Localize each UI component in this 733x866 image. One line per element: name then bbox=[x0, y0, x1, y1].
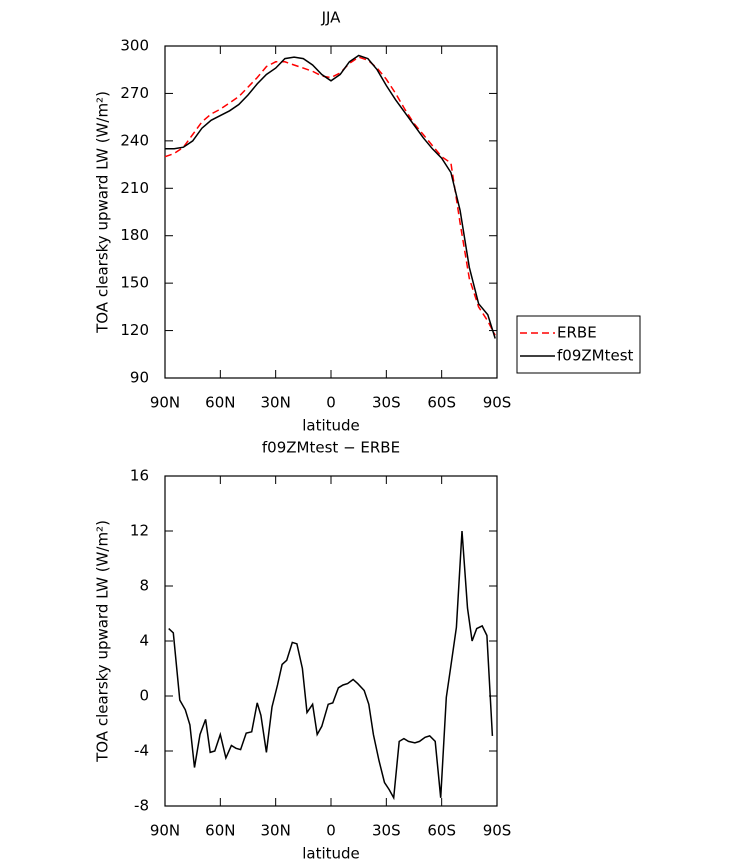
line-series bbox=[165, 54, 496, 339]
x-tick-label: 90N bbox=[150, 822, 180, 840]
x-tick-label: 90S bbox=[483, 822, 512, 840]
y-tick-label: 270 bbox=[120, 84, 149, 102]
x-tick-label: 30S bbox=[372, 394, 401, 412]
x-tick-label: 0 bbox=[326, 822, 336, 840]
y-tick-label: 300 bbox=[120, 37, 149, 55]
y-axis-label: TOA clearsky upward LW (W/m²) bbox=[94, 520, 112, 763]
y-tick-label: 240 bbox=[120, 131, 149, 149]
y-tick-label: 16 bbox=[130, 467, 149, 485]
line-series bbox=[168, 530, 494, 801]
y-tick-label: 120 bbox=[120, 321, 149, 339]
x-tick-label: 0 bbox=[326, 394, 336, 412]
x-tick-label: 30S bbox=[372, 822, 401, 840]
y-tick-label: 180 bbox=[120, 226, 149, 244]
x-axis-label: latitude bbox=[302, 417, 360, 435]
y-axis-label: TOA clearsky upward LW (W/m²) bbox=[94, 91, 112, 334]
y-tick-label: -4 bbox=[134, 742, 149, 760]
y-tick-label: 210 bbox=[120, 179, 149, 197]
plot-frame bbox=[164, 45, 498, 379]
plot-frame bbox=[164, 475, 498, 807]
legend-label: ERBE bbox=[557, 324, 597, 342]
y-tick-label: 90 bbox=[130, 369, 149, 387]
y-tick-label: 12 bbox=[130, 522, 149, 540]
x-tick-label: 90S bbox=[483, 394, 512, 412]
x-tick-label: 60S bbox=[427, 822, 456, 840]
x-tick-label: 30N bbox=[261, 822, 291, 840]
x-tick-label: 60N bbox=[205, 822, 235, 840]
y-tick-label: 150 bbox=[120, 274, 149, 292]
y-tick-label: 4 bbox=[139, 632, 149, 650]
y-tick-label: 0 bbox=[139, 687, 149, 705]
x-axis-label: latitude bbox=[302, 845, 360, 863]
x-tick-label: 60S bbox=[427, 394, 456, 412]
line-series bbox=[164, 56, 496, 336]
y-tick-label: 8 bbox=[139, 577, 149, 595]
chart-title: JJA bbox=[321, 9, 342, 27]
y-tick-label: -8 bbox=[134, 797, 149, 815]
x-tick-label: 60N bbox=[205, 394, 235, 412]
x-tick-label: 30N bbox=[261, 394, 291, 412]
legend-label: f09ZMtest bbox=[557, 347, 634, 365]
legend-box bbox=[516, 315, 641, 374]
chart-title: f09ZMtest − ERBE bbox=[262, 439, 400, 457]
x-tick-label: 90N bbox=[150, 394, 180, 412]
